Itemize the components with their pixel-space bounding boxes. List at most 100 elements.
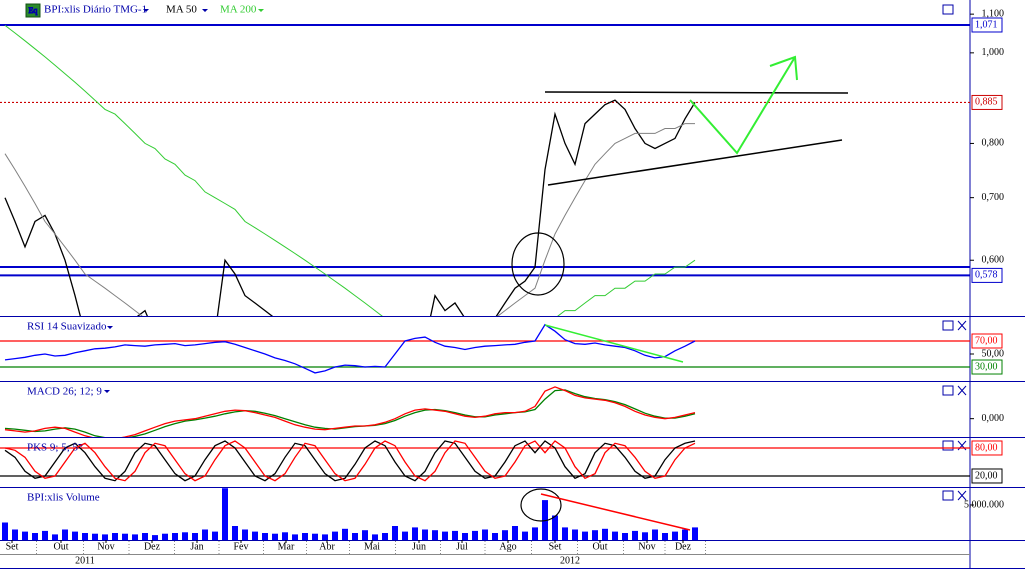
x-tick-label: Ago	[499, 541, 516, 552]
volume-bar	[62, 529, 68, 540]
volume-bar	[112, 533, 118, 540]
year-label: 2012	[560, 555, 580, 566]
volume-bar	[92, 533, 98, 540]
volume-bar	[352, 533, 358, 540]
volume-bar	[472, 530, 478, 540]
x-tick-label: Dez	[675, 541, 692, 552]
x-tick-label: Set	[6, 541, 19, 552]
volume-bar	[342, 528, 348, 540]
volume-bar	[32, 533, 38, 540]
volume-bar	[452, 530, 458, 540]
x-tick-label: Nov	[638, 541, 655, 552]
y-tick-label: 0,800	[982, 138, 1005, 149]
volume-bar	[182, 532, 188, 540]
x-tick-label: Mar	[278, 541, 295, 552]
volume-bar	[12, 529, 18, 540]
volume-bar	[302, 533, 308, 540]
annotations	[511, 55, 849, 531]
volume-bar	[262, 533, 268, 540]
volume-bar	[332, 531, 338, 540]
volume-bar	[512, 526, 518, 540]
volume-bar	[682, 529, 688, 540]
volume-bar	[172, 533, 178, 540]
volume-bar	[132, 534, 138, 540]
x-tick-label: Out	[54, 541, 69, 552]
year-label: 2011	[75, 555, 95, 566]
volume-bar	[232, 526, 238, 540]
x-tick-label: Jul	[456, 541, 468, 552]
volume-bar	[632, 530, 638, 540]
volume-bar	[692, 527, 698, 540]
volume-bar	[282, 532, 288, 540]
volume-bar	[142, 533, 148, 540]
volume-bar	[322, 534, 328, 540]
volume-bar	[492, 533, 498, 540]
y-tick-label: 0,700	[982, 192, 1005, 203]
x-tick-label: Fev	[234, 541, 249, 552]
volume-bar	[652, 529, 658, 540]
y-tick-label: 1,000	[982, 47, 1005, 58]
x-tick-label: Mai	[364, 541, 380, 552]
svg-text:Eq: Eq	[29, 6, 38, 15]
level-label-box	[971, 359, 1003, 375]
volume-bar	[662, 533, 668, 540]
level-label: 1,071	[975, 19, 998, 30]
volume-bar	[72, 531, 78, 540]
level-label-box	[971, 17, 1003, 33]
volume-bar	[122, 533, 128, 540]
panel-title: BPI:xlis Volume	[27, 492, 100, 504]
x-tick-label: Out	[593, 541, 608, 552]
level-label: 0,578	[975, 270, 998, 281]
volume-bar	[422, 529, 428, 540]
volume-bar	[242, 529, 248, 540]
panel	[4, 386, 696, 437]
level-label-box	[971, 468, 1003, 484]
toolbar-icons[interactable]: Eq	[25, 3, 967, 501]
volume-bar	[442, 531, 448, 540]
panel-frames	[0, 0, 1025, 569]
level-label: 70,00	[975, 335, 998, 346]
y-tick-label: 50,00	[982, 348, 1005, 359]
panel-title: BPI:xlis Diário TMG-1	[44, 4, 147, 16]
volume-bar	[372, 534, 378, 540]
y-tick-label: 0,600	[982, 255, 1005, 266]
x-tick-label: Nov	[97, 541, 114, 552]
panel-title: MACD 26; 12; 9	[27, 386, 102, 398]
series-line	[4, 25, 696, 316]
volume-bar	[612, 531, 618, 540]
level-label: 80,00	[975, 442, 998, 453]
panel-title: RSI 14 Suavizado	[27, 321, 107, 333]
x-tick-label: Jan	[190, 541, 203, 552]
panel	[0, 440, 970, 482]
volume-bar	[312, 533, 318, 540]
volume-bar	[522, 531, 528, 540]
volume-bar	[602, 528, 608, 540]
series-line	[4, 386, 696, 437]
panel	[2, 488, 698, 540]
volume-bar	[412, 527, 418, 540]
volume-bar	[192, 533, 198, 540]
volume-bar	[22, 531, 28, 540]
volume-bar	[392, 526, 398, 540]
x-tick-label: Dez	[144, 541, 161, 552]
volume-bar	[272, 533, 278, 540]
volume-bar	[622, 533, 628, 540]
volume-bar	[52, 534, 58, 540]
volume-bar	[2, 522, 8, 540]
legend-entry: MA 50	[166, 4, 197, 16]
volume-bar	[542, 500, 548, 540]
level-label: 20,00	[975, 470, 998, 481]
volume-bar	[432, 530, 438, 540]
level-label-box	[971, 267, 1003, 283]
volume-bar	[582, 531, 588, 540]
level-label: 30,00	[975, 361, 998, 372]
volume-bar	[202, 529, 208, 540]
series-line	[4, 440, 696, 482]
y-tick-label: 5.000.000	[964, 499, 1004, 510]
volume-bar	[382, 533, 388, 540]
y-tick-label: 0,000	[982, 413, 1005, 424]
legend-entry: MA 200	[220, 4, 257, 16]
volume-bar	[362, 530, 368, 540]
volume-bar	[672, 531, 678, 540]
